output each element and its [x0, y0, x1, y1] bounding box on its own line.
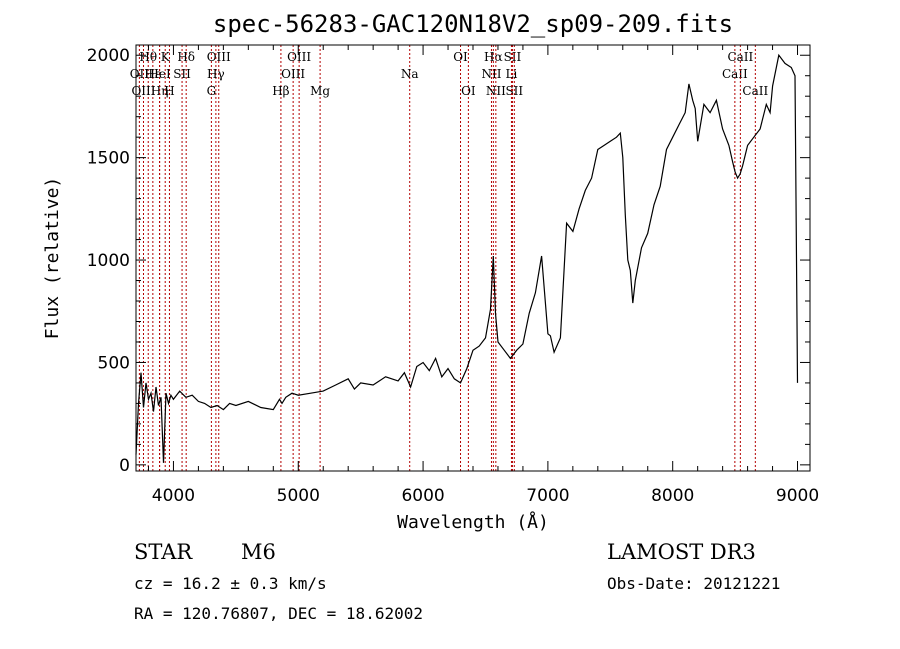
line-label-15: OIII: [287, 50, 311, 64]
line-label-3: Hε: [145, 67, 162, 81]
object-subclass: M6: [241, 540, 276, 564]
line-label-27: CaII: [727, 50, 753, 64]
line-label-10: OIII: [207, 50, 231, 64]
line-label-26: CaII: [722, 67, 748, 81]
line-label-2: OIII: [131, 84, 155, 98]
line-label-0: Hθ: [139, 50, 157, 64]
line-label-20: NII: [481, 67, 501, 81]
x-tick-label-2: 6000: [401, 486, 444, 506]
line-label-5: HeI: [148, 67, 171, 81]
y-tick-label-1: 500: [98, 353, 130, 373]
x-tick-label-4: 8000: [651, 486, 694, 506]
line-label-11: Hγ: [207, 67, 225, 81]
spectrum-line: [135, 53, 799, 463]
y-tick-label-2: 1000: [87, 251, 130, 271]
line-label-14: OIII: [281, 67, 305, 81]
object-class: STAR: [134, 540, 193, 564]
y-axis-label: Flux (relative): [42, 177, 63, 340]
x-axis-label: Wavelength (Å): [397, 511, 549, 533]
obs-date-label: Obs-Date: 20121221: [607, 574, 781, 593]
line-label-21: Hα: [484, 50, 503, 64]
plot-frame: [135, 44, 811, 472]
x-tick-label-1: 5000: [277, 486, 320, 506]
line-label-19: OI: [461, 84, 476, 98]
line-label-13: Hβ: [272, 84, 289, 98]
line-label-17: Na: [401, 67, 419, 81]
chart-title: spec-56283-GAC120N18V2_sp09-209.fits: [213, 10, 733, 38]
line-label-24: SII: [505, 84, 523, 98]
y-tick-label-4: 2000: [87, 46, 130, 66]
line-label-8: SII: [173, 67, 191, 81]
line-label-7: H: [164, 84, 174, 98]
x-tick-label-3: 7000: [526, 486, 569, 506]
line-label-1: OII: [130, 67, 150, 81]
line-label-16: Mg: [310, 84, 330, 98]
line-label-28: CaII: [742, 84, 768, 98]
line-label-22: NII: [486, 84, 506, 98]
survey-name: LAMOST DR3: [607, 540, 756, 564]
redshift-label: cz = 16.2 ± 0.3 km/s: [134, 574, 327, 593]
x-tick-label-0: 4000: [152, 486, 195, 506]
line-label-23: SII: [504, 50, 522, 64]
line-label-12: G: [207, 84, 217, 98]
y-tick-label-0: 0: [119, 456, 130, 476]
line-label-25: Li: [506, 67, 518, 81]
coordinates-label: RA = 120.76807, DEC = 18.62002: [134, 604, 423, 623]
line-label-9: Hδ: [177, 50, 195, 64]
y-tick-label-3: 1500: [87, 149, 130, 169]
line-label-6: K: [161, 50, 171, 64]
x-tick-label-5: 9000: [776, 486, 819, 506]
line-label-18: OI: [453, 50, 468, 64]
